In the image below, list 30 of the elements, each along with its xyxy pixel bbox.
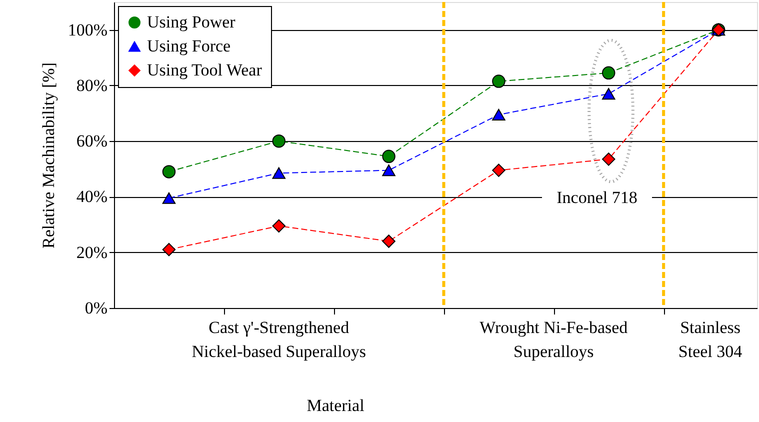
legend-label: Using Force xyxy=(147,36,231,56)
point xyxy=(492,164,506,177)
point xyxy=(272,134,286,148)
y-tick-label: 100% xyxy=(68,20,108,40)
text: Stainless Steel 304 xyxy=(678,318,743,361)
text: Wrought Ni-Fe-based Superalloys xyxy=(480,318,628,361)
y-axis-title: Relative Machinability [%] xyxy=(38,62,58,248)
point xyxy=(602,66,616,80)
point xyxy=(602,88,616,100)
point xyxy=(382,164,396,176)
x-axis-title: Material xyxy=(306,396,365,415)
y-tick-label: 80% xyxy=(76,76,108,95)
point xyxy=(602,152,616,166)
point xyxy=(382,150,396,164)
y-tick-label: 60% xyxy=(76,132,108,151)
y-tick-label: 40% xyxy=(76,187,108,206)
legend-label: Using Tool Wear xyxy=(147,60,262,80)
point xyxy=(272,219,286,233)
point xyxy=(382,234,396,248)
point xyxy=(272,167,286,179)
point xyxy=(492,108,506,120)
point xyxy=(162,165,176,178)
point xyxy=(162,242,176,256)
annotation: Inconel 718 xyxy=(556,188,638,207)
y-tick-label: 0% xyxy=(84,298,108,318)
legend-label: Using Power xyxy=(147,12,236,32)
point xyxy=(162,192,176,204)
text: Cast γ'-Strengthened Nickel-based Superalloys xyxy=(192,318,366,361)
y-tick-label: 20% xyxy=(76,242,108,262)
point xyxy=(492,74,506,88)
